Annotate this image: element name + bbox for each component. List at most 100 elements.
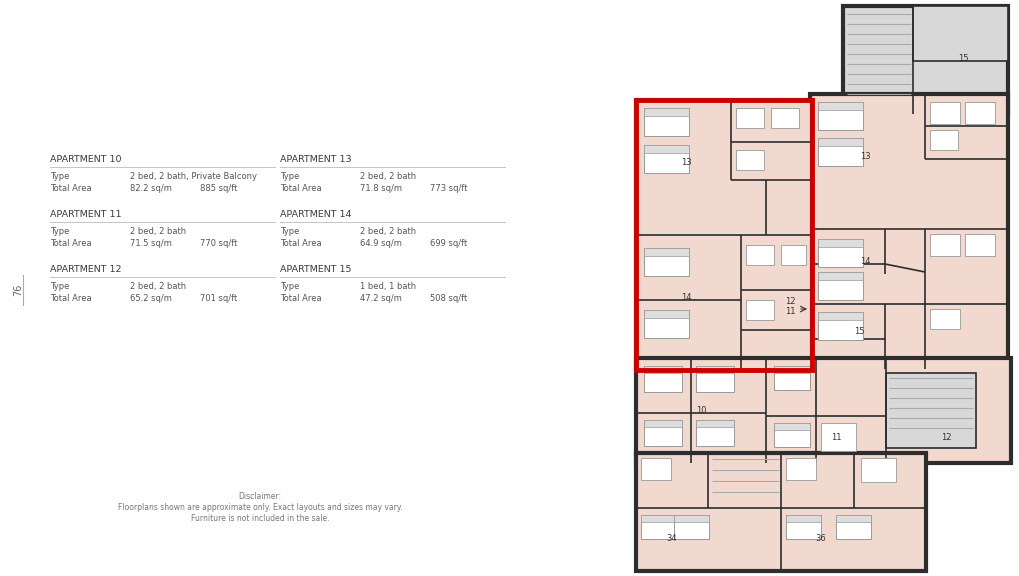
Text: APARTMENT 14: APARTMENT 14 [280, 210, 352, 219]
Text: Type: Type [50, 282, 69, 291]
Bar [636, 453, 925, 571]
Text: 14: 14 [859, 257, 869, 266]
Bar [643, 108, 688, 116]
Text: Type: Type [50, 227, 69, 236]
Bar [643, 310, 688, 318]
Text: APARTMENT 13: APARTMENT 13 [280, 155, 352, 164]
Bar [643, 248, 688, 276]
Bar [836, 515, 870, 522]
Bar [695, 366, 734, 392]
Text: 47.2 sq/m: 47.2 sq/m [360, 294, 401, 303]
Text: Total Area: Total Area [280, 239, 321, 248]
Text: 76: 76 [13, 284, 23, 296]
Text: 13: 13 [680, 158, 691, 167]
Text: 65.2 sq/m: 65.2 sq/m [129, 294, 172, 303]
Bar [817, 239, 862, 267]
Text: 12: 12 [940, 433, 951, 442]
Bar [773, 366, 809, 373]
Bar [817, 272, 862, 280]
Bar [781, 245, 805, 265]
Bar [674, 515, 708, 522]
Bar [695, 420, 734, 427]
Bar [643, 420, 682, 446]
Text: Total Area: Total Area [50, 239, 92, 248]
Text: 34: 34 [666, 534, 677, 543]
Bar [695, 366, 734, 373]
Text: Disclaimer:: Disclaimer: [238, 492, 281, 501]
Bar [643, 145, 688, 153]
Bar [964, 102, 994, 124]
Bar [643, 310, 688, 338]
Text: Type: Type [280, 227, 300, 236]
Bar [745, 300, 773, 320]
Bar [643, 108, 688, 136]
Bar [929, 309, 959, 329]
Text: 2 bed, 2 bath: 2 bed, 2 bath [360, 227, 416, 236]
Text: 14: 14 [680, 293, 691, 302]
Bar [695, 420, 734, 446]
Text: 71.8 sq/m: 71.8 sq/m [360, 184, 401, 193]
Text: Type: Type [50, 172, 69, 181]
Text: 1 bed, 1 bath: 1 bed, 1 bath [360, 282, 416, 291]
Text: 508 sq/ft: 508 sq/ft [430, 294, 467, 303]
Bar [773, 423, 809, 447]
Text: 2 bed, 2 bath: 2 bed, 2 bath [360, 172, 416, 181]
Bar [736, 108, 763, 128]
Text: APARTMENT 11: APARTMENT 11 [50, 210, 121, 219]
Bar [817, 102, 862, 130]
Bar [736, 150, 763, 170]
Bar [886, 373, 975, 448]
Bar [820, 423, 855, 451]
Bar [817, 239, 862, 247]
Bar [773, 423, 809, 430]
Bar [964, 234, 994, 256]
Text: Type: Type [280, 282, 300, 291]
Text: 71.5 sq/m: 71.5 sq/m [129, 239, 172, 248]
Text: 699 sq/ft: 699 sq/ft [430, 239, 467, 248]
Bar [809, 94, 1007, 369]
Text: Type: Type [280, 172, 300, 181]
Text: Total Area: Total Area [50, 184, 92, 193]
Bar [817, 102, 862, 110]
Bar [643, 420, 682, 427]
Bar [817, 138, 862, 146]
Bar [786, 515, 820, 522]
Text: 770 sq/ft: 770 sq/ft [200, 239, 237, 248]
Bar [640, 458, 671, 480]
Text: 15: 15 [957, 54, 967, 63]
Bar [643, 145, 688, 173]
Bar [770, 108, 798, 128]
Bar [640, 515, 676, 539]
Text: 2 bed, 2 bath: 2 bed, 2 bath [129, 227, 185, 236]
Bar [640, 515, 676, 522]
Bar [836, 515, 870, 539]
Text: Total Area: Total Area [280, 184, 321, 193]
Bar [745, 245, 773, 265]
Text: 10: 10 [695, 406, 705, 415]
Text: Floorplans shown are approximate only. Exact layouts and sizes may vary.: Floorplans shown are approximate only. E… [117, 503, 401, 512]
Text: 11: 11 [785, 307, 795, 316]
Bar [786, 515, 820, 539]
Bar [643, 366, 682, 392]
Text: 701 sq/ft: 701 sq/ft [200, 294, 237, 303]
Bar [786, 458, 815, 480]
Bar [842, 6, 1007, 114]
Text: 13: 13 [859, 152, 869, 161]
Bar [636, 100, 811, 370]
Text: 36: 36 [815, 534, 825, 543]
Bar [643, 366, 682, 373]
Text: APARTMENT 10: APARTMENT 10 [50, 155, 121, 164]
Bar [929, 234, 959, 256]
Text: 2 bed, 2 bath: 2 bed, 2 bath [129, 282, 185, 291]
Bar [912, 6, 1007, 61]
Bar [929, 102, 959, 124]
Bar [817, 312, 862, 340]
Bar [860, 458, 895, 482]
Text: 773 sq/ft: 773 sq/ft [430, 184, 467, 193]
Bar [817, 312, 862, 320]
Text: 12: 12 [785, 297, 795, 306]
Text: Furniture is not included in the sale.: Furniture is not included in the sale. [191, 514, 329, 523]
Text: 82.2 sq/m: 82.2 sq/m [129, 184, 172, 193]
Text: Total Area: Total Area [50, 294, 92, 303]
Bar [674, 515, 708, 539]
